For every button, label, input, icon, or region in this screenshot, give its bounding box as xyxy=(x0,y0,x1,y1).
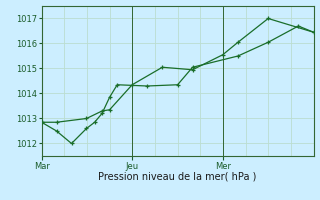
X-axis label: Pression niveau de la mer( hPa ): Pression niveau de la mer( hPa ) xyxy=(99,172,257,182)
